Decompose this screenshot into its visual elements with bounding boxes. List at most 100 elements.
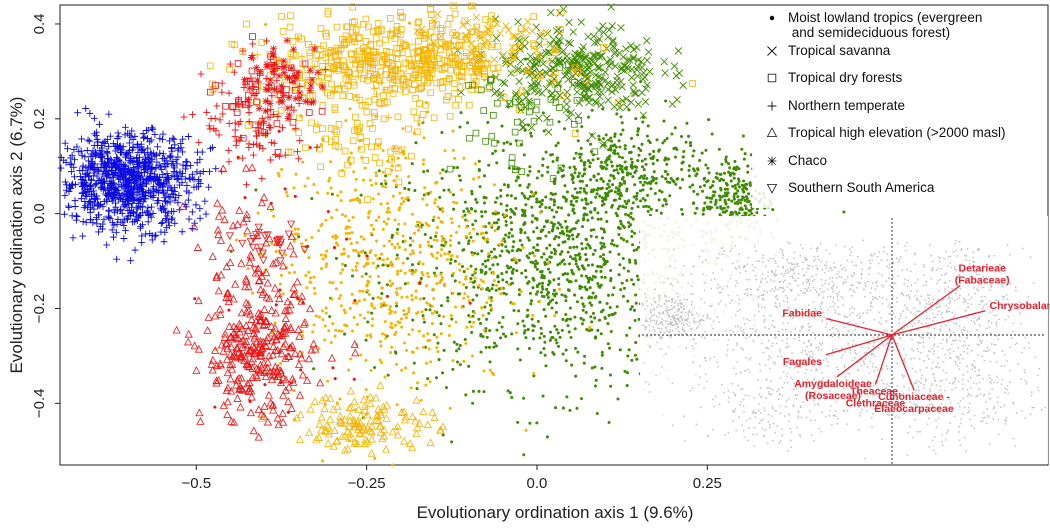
data-point (576, 175, 580, 179)
data-point (391, 463, 395, 467)
data-point (375, 266, 379, 270)
data-point (571, 130, 579, 137)
data-point (634, 117, 638, 121)
data-point (276, 171, 280, 175)
data-point (472, 320, 476, 324)
data-point (442, 315, 446, 319)
data-point (590, 108, 594, 112)
data-point (184, 329, 193, 338)
data-point (213, 198, 222, 207)
data-point (477, 284, 481, 288)
data-point (401, 42, 408, 50)
data-point (418, 245, 422, 249)
data-point (475, 293, 479, 297)
data-point (380, 361, 384, 365)
data-point (749, 208, 753, 213)
data-point (462, 31, 470, 39)
data-point (614, 99, 622, 107)
data-point (536, 319, 540, 323)
data-point (399, 65, 407, 73)
data-point (410, 81, 418, 89)
data-point (71, 203, 79, 210)
data-point (208, 252, 217, 260)
data-point (401, 261, 405, 265)
data-point (668, 180, 672, 185)
data-point (619, 222, 623, 226)
data-point (354, 268, 358, 272)
data-point (283, 86, 290, 93)
data-point (557, 282, 561, 286)
data-point (324, 218, 328, 222)
data-point (406, 59, 414, 67)
data-point (277, 174, 281, 178)
data-point (582, 94, 590, 103)
data-point (194, 296, 203, 305)
data-point (529, 190, 533, 194)
data-point (588, 132, 596, 140)
data-point (711, 194, 715, 198)
data-point (553, 177, 557, 181)
data-point (354, 249, 358, 253)
data-point (218, 205, 227, 214)
data-point (618, 348, 622, 352)
data-point (523, 329, 527, 333)
data-point (483, 238, 487, 242)
data-point (592, 175, 596, 179)
data-point (553, 200, 557, 204)
data-point (354, 177, 358, 181)
data-point (610, 164, 614, 168)
data-point (422, 170, 426, 174)
data-point (315, 77, 323, 85)
data-point (591, 291, 595, 295)
data-point (603, 316, 607, 320)
data-point (630, 358, 634, 362)
data-point (379, 302, 383, 306)
data-point (60, 210, 68, 218)
data-point (548, 330, 553, 334)
data-point (415, 48, 422, 56)
data-point (350, 274, 354, 278)
data-point (184, 196, 192, 204)
data-point (407, 332, 411, 337)
data-point (488, 360, 492, 364)
data-point (700, 151, 704, 155)
data-point (152, 164, 160, 172)
data-point (743, 198, 747, 202)
data-point (379, 305, 383, 309)
data-point (458, 292, 462, 296)
data-point (576, 265, 580, 269)
data-point (334, 287, 338, 291)
data-point (511, 245, 515, 249)
data-point (455, 201, 459, 205)
data-point (608, 346, 612, 350)
data-point (157, 220, 165, 228)
data-point (605, 219, 609, 223)
data-point (351, 127, 358, 135)
data-point (482, 61, 490, 68)
data-point (493, 99, 501, 107)
data-point (395, 174, 399, 178)
data-point (422, 136, 426, 140)
data-point (318, 395, 327, 404)
data-point (541, 394, 545, 398)
data-point (351, 248, 356, 252)
data-point (455, 166, 460, 170)
data-point (249, 151, 257, 159)
data-point (599, 241, 603, 245)
data-point (575, 235, 579, 239)
data-point (284, 397, 293, 405)
data-point (740, 198, 744, 202)
data-point (632, 195, 636, 199)
data-point (468, 231, 472, 235)
data-point (601, 76, 610, 84)
data-point (466, 121, 470, 125)
data-point (531, 286, 535, 290)
data-point (567, 330, 571, 334)
data-point (589, 200, 593, 205)
data-point (664, 99, 668, 103)
data-point (494, 212, 498, 216)
data-point (263, 383, 267, 387)
data-point (492, 221, 496, 225)
data-point (382, 220, 386, 224)
data-point (460, 305, 464, 309)
